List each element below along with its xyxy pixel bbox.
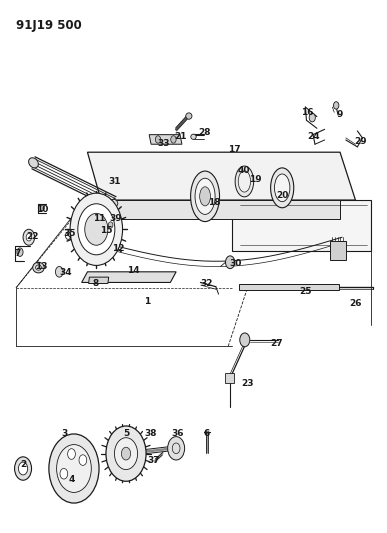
Polygon shape [87, 200, 340, 219]
Ellipse shape [195, 178, 215, 214]
Circle shape [115, 438, 138, 470]
Polygon shape [239, 284, 339, 290]
Ellipse shape [29, 158, 38, 168]
Polygon shape [232, 200, 371, 251]
Text: 25: 25 [299, 287, 312, 296]
Circle shape [57, 445, 91, 492]
Text: 13: 13 [35, 262, 48, 271]
Circle shape [40, 205, 44, 211]
Text: 21: 21 [174, 132, 186, 141]
Text: 23: 23 [241, 379, 254, 388]
Ellipse shape [238, 171, 250, 192]
Circle shape [68, 449, 75, 459]
Circle shape [17, 248, 23, 256]
Circle shape [23, 229, 34, 245]
Text: 18: 18 [209, 198, 221, 207]
Circle shape [226, 256, 235, 269]
Text: 37: 37 [148, 456, 161, 465]
Text: 34: 34 [59, 269, 72, 277]
Circle shape [106, 426, 146, 481]
Text: 91J19 500: 91J19 500 [16, 19, 82, 33]
Circle shape [309, 114, 315, 122]
Text: 17: 17 [228, 145, 240, 154]
Text: 33: 33 [157, 139, 170, 148]
Ellipse shape [186, 113, 192, 119]
Polygon shape [225, 373, 234, 383]
Text: 11: 11 [93, 214, 105, 223]
Text: 28: 28 [198, 127, 211, 136]
Ellipse shape [235, 166, 253, 197]
Circle shape [108, 222, 113, 228]
Circle shape [334, 102, 339, 109]
Text: 1: 1 [144, 296, 151, 305]
Polygon shape [82, 272, 176, 282]
Circle shape [168, 437, 185, 460]
Text: 14: 14 [127, 266, 140, 274]
Circle shape [19, 462, 28, 475]
Polygon shape [149, 135, 182, 144]
Text: 22: 22 [26, 232, 39, 241]
Circle shape [70, 193, 123, 265]
Ellipse shape [191, 171, 219, 222]
Text: 40: 40 [237, 166, 250, 175]
Text: 38: 38 [144, 430, 157, 439]
Polygon shape [330, 241, 346, 260]
Text: 10: 10 [36, 205, 48, 214]
Text: 6: 6 [204, 430, 210, 439]
Text: 26: 26 [349, 299, 362, 308]
Text: 5: 5 [123, 430, 129, 439]
Text: 2: 2 [21, 460, 27, 469]
Circle shape [240, 333, 250, 347]
Text: 8: 8 [92, 279, 98, 288]
Text: 30: 30 [229, 260, 241, 268]
Text: 35: 35 [63, 229, 75, 238]
Text: 32: 32 [200, 279, 212, 288]
Text: 29: 29 [354, 137, 366, 146]
Text: 7: 7 [15, 249, 21, 258]
Ellipse shape [33, 262, 44, 273]
Text: 24: 24 [308, 132, 320, 141]
Circle shape [60, 469, 68, 479]
Circle shape [85, 213, 108, 245]
Text: 12: 12 [112, 245, 125, 254]
Text: 20: 20 [276, 191, 288, 200]
Ellipse shape [111, 199, 118, 206]
Circle shape [79, 455, 87, 465]
Circle shape [122, 447, 131, 460]
Circle shape [49, 434, 99, 503]
Text: 19: 19 [249, 175, 262, 184]
Polygon shape [87, 152, 355, 200]
Text: 15: 15 [101, 226, 113, 235]
Polygon shape [89, 277, 109, 284]
Text: 27: 27 [270, 339, 283, 348]
Text: 9: 9 [336, 110, 342, 119]
Circle shape [171, 136, 176, 143]
Text: 36: 36 [171, 430, 183, 439]
Text: 3: 3 [61, 430, 67, 439]
Text: 31: 31 [108, 177, 121, 186]
Ellipse shape [271, 168, 294, 208]
Text: 39: 39 [109, 214, 122, 223]
Circle shape [15, 457, 32, 480]
Circle shape [78, 204, 115, 255]
Circle shape [26, 233, 32, 241]
Circle shape [55, 266, 63, 277]
Text: 16: 16 [301, 108, 313, 117]
Ellipse shape [191, 134, 196, 140]
Text: 4: 4 [69, 475, 75, 483]
Ellipse shape [274, 174, 290, 201]
Ellipse shape [200, 187, 211, 206]
Circle shape [155, 136, 161, 143]
